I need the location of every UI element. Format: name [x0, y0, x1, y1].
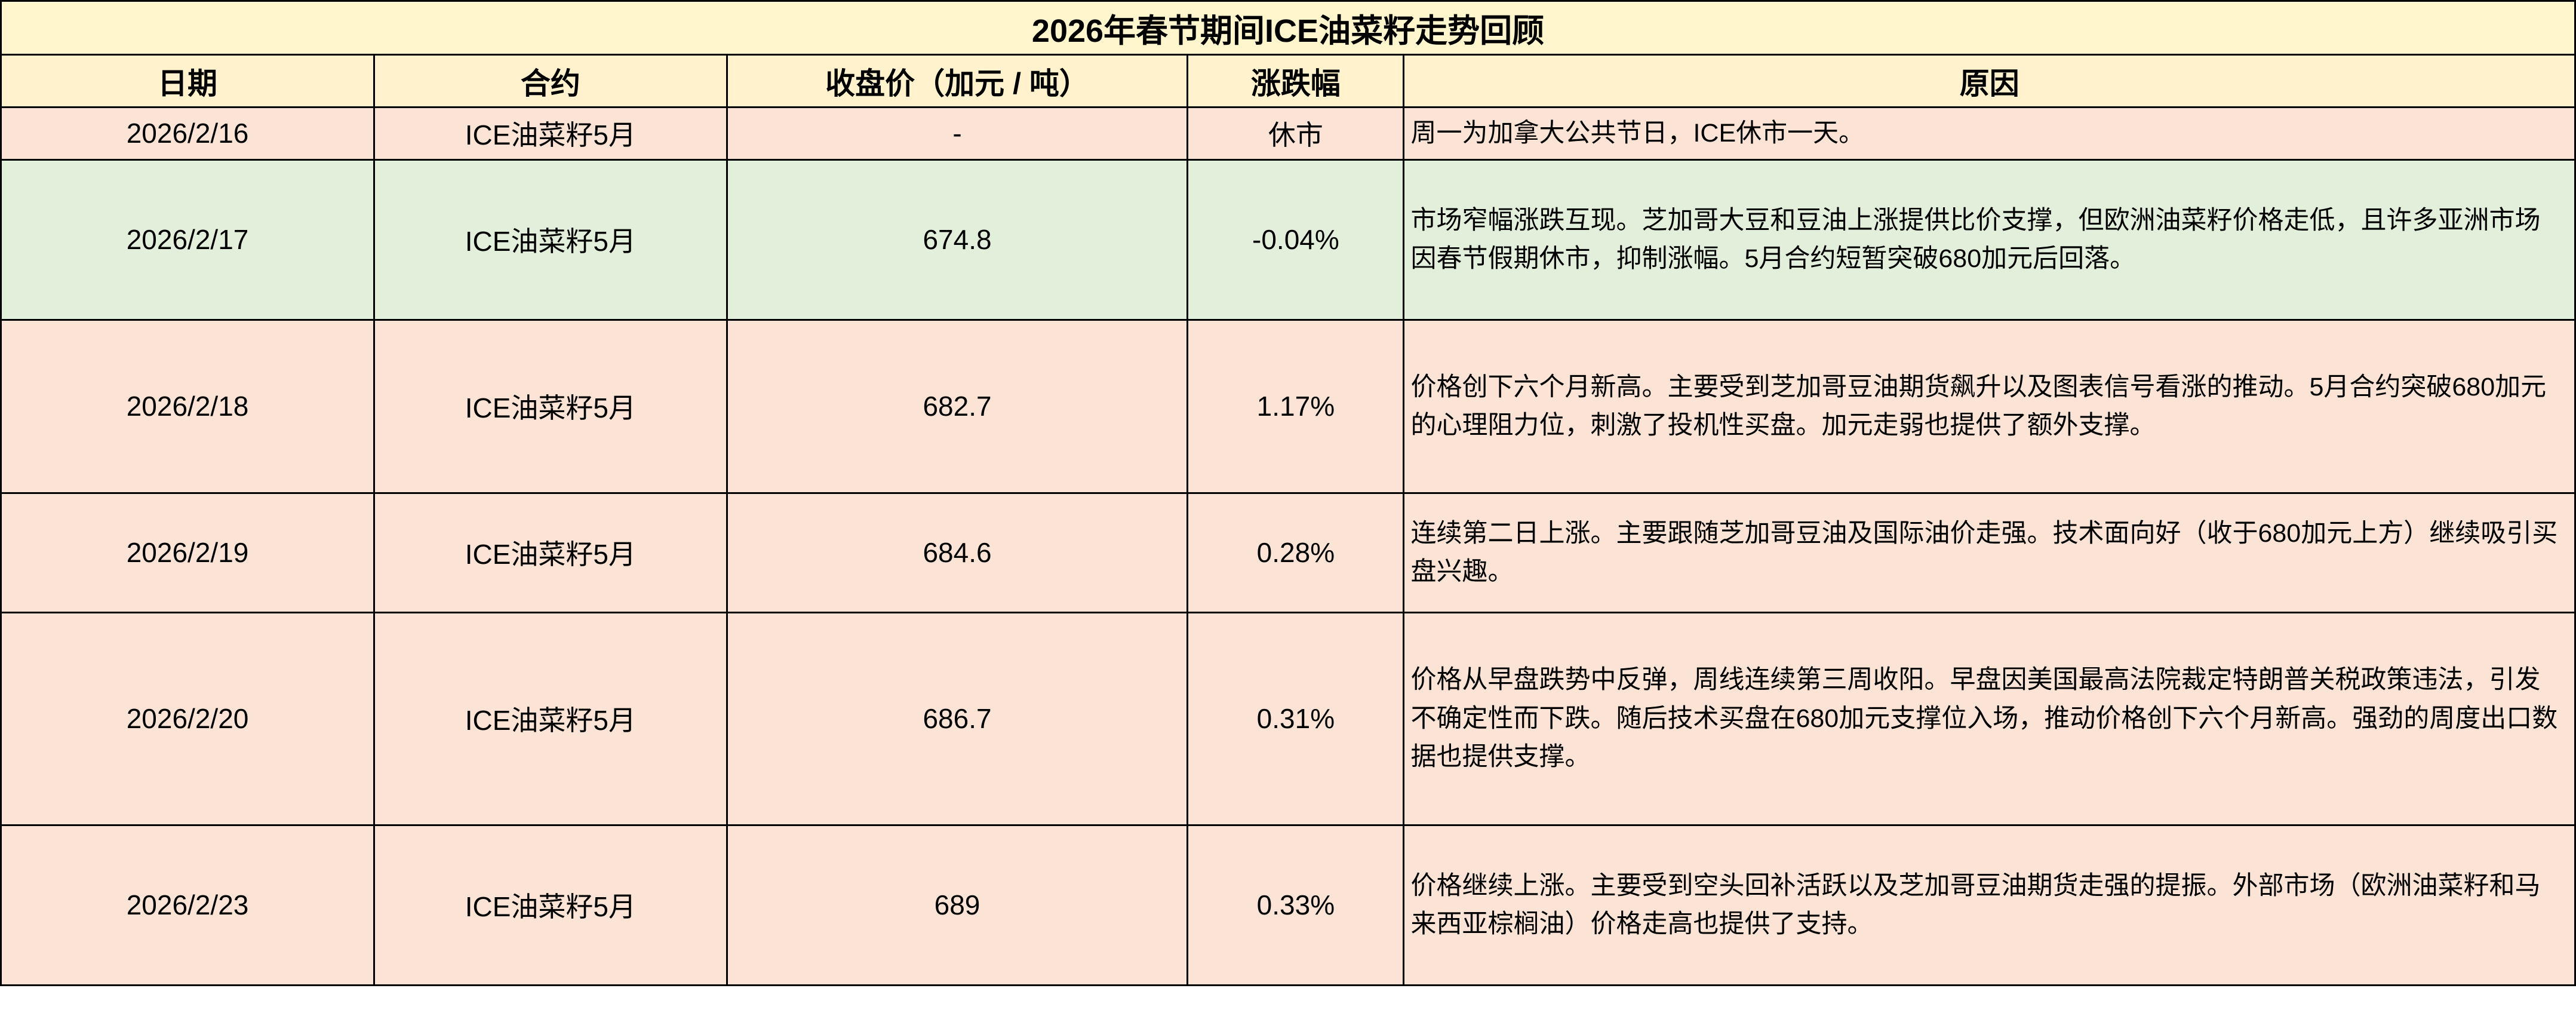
page: 2026年春节期间ICE油菜籽走势回顾 日期 合约 收盘价（加元 / 吨） 涨跌… — [0, 0, 2576, 986]
contract-cell: ICE油菜籽5月 — [373, 611, 728, 826]
date-cell: 2026/2/20 — [0, 611, 376, 826]
table-row: 2026/2/20 ICE油菜籽5月 686.7 0.31% 价格从早盘跌势中反… — [0, 611, 2576, 826]
column-header-date: 日期 — [0, 54, 376, 108]
column-header-contract: 合约 — [373, 54, 728, 108]
column-header-change: 涨跌幅 — [1186, 54, 1405, 108]
title-row: 2026年春节期间ICE油菜籽走势回顾 — [0, 0, 2576, 56]
table-row: 2026/2/19 ICE油菜籽5月 684.6 0.28% 连续第二日上涨。主… — [0, 492, 2576, 613]
date-cell: 2026/2/16 — [0, 106, 376, 161]
date-cell: 2026/2/18 — [0, 318, 376, 494]
price-review-table: 2026年春节期间ICE油菜籽走势回顾 日期 合约 收盘价（加元 / 吨） 涨跌… — [0, 0, 2576, 986]
date-cell: 2026/2/23 — [0, 824, 376, 986]
change-cell: 0.33% — [1186, 824, 1405, 986]
close-price-cell: 684.6 — [726, 492, 1189, 613]
date-cell: 2026/2/17 — [0, 158, 376, 321]
contract-cell: ICE油菜籽5月 — [373, 492, 728, 613]
change-cell: -0.04% — [1186, 158, 1405, 321]
reason-cell: 连续第二日上涨。主要跟随芝加哥豆油及国际油价走强。技术面向好（收于680加元上方… — [1403, 492, 2576, 613]
change-cell: 休市 — [1186, 106, 1405, 161]
column-header-reason: 原因 — [1403, 54, 2576, 108]
contract-cell: ICE油菜籽5月 — [373, 106, 728, 161]
contract-cell: ICE油菜籽5月 — [373, 158, 728, 321]
table-row: 2026/2/17 ICE油菜籽5月 674.8 -0.04% 市场窄幅涨跌互现… — [0, 158, 2576, 321]
column-header-close: 收盘价（加元 / 吨） — [726, 54, 1189, 108]
reason-cell: 价格从早盘跌势中反弹，周线连续第三周收阳。早盘因美国最高法院裁定特朗普关税政策违… — [1403, 611, 2576, 826]
change-cell: 0.31% — [1186, 611, 1405, 826]
close-price-cell: 674.8 — [726, 158, 1189, 321]
close-price-cell: 689 — [726, 824, 1189, 986]
header-row: 日期 合约 收盘价（加元 / 吨） 涨跌幅 原因 — [0, 54, 2576, 108]
reason-cell: 周一为加拿大公共节日，ICE休市一天。 — [1403, 106, 2576, 161]
reason-cell: 价格创下六个月新高。主要受到芝加哥豆油期货飙升以及图表信号看涨的推动。5月合约突… — [1403, 318, 2576, 494]
close-price-cell: 682.7 — [726, 318, 1189, 494]
close-price-cell: 686.7 — [726, 611, 1189, 826]
table-row: 2026/2/23 ICE油菜籽5月 689 0.33% 价格继续上涨。主要受到… — [0, 824, 2576, 986]
change-cell: 0.28% — [1186, 492, 1405, 613]
table-row: 2026/2/18 ICE油菜籽5月 682.7 1.17% 价格创下六个月新高… — [0, 318, 2576, 494]
close-price-cell: - — [726, 106, 1189, 161]
reason-cell: 市场窄幅涨跌互现。芝加哥大豆和豆油上涨提供比价支撑，但欧洲油菜籽价格走低，且许多… — [1403, 158, 2576, 321]
change-cell: 1.17% — [1186, 318, 1405, 494]
date-cell: 2026/2/19 — [0, 492, 376, 613]
table-title: 2026年春节期间ICE油菜籽走势回顾 — [0, 0, 2576, 56]
table-row: 2026/2/16 ICE油菜籽5月 - 休市 周一为加拿大公共节日，ICE休市… — [0, 106, 2576, 161]
contract-cell: ICE油菜籽5月 — [373, 318, 728, 494]
reason-cell: 价格继续上涨。主要受到空头回补活跃以及芝加哥豆油期货走强的提振。外部市场（欧洲油… — [1403, 824, 2576, 986]
contract-cell: ICE油菜籽5月 — [373, 824, 728, 986]
